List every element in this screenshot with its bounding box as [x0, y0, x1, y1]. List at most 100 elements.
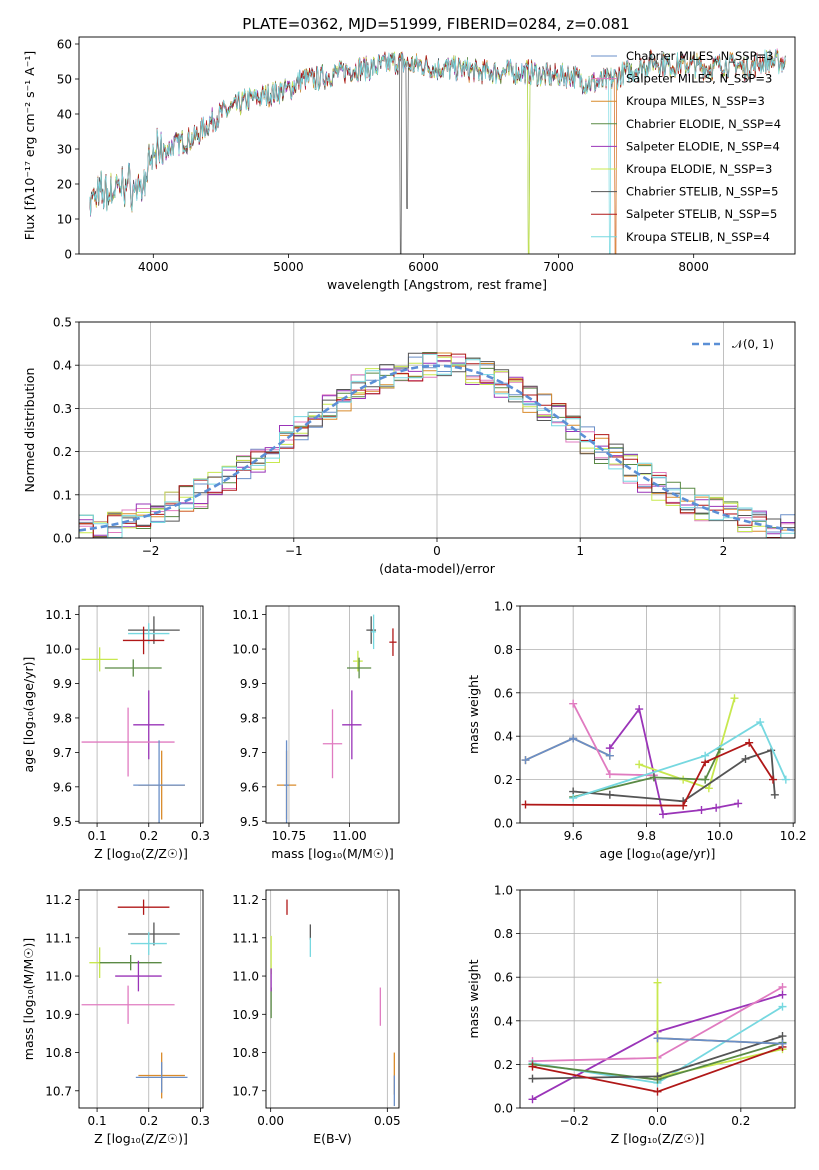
axes-frame: [265, 605, 400, 824]
x-tick-label: 2: [720, 544, 728, 558]
y-tick-label: 0.6: [494, 686, 513, 700]
series-marker: [778, 1032, 787, 1041]
y-tick-label: 0.8: [494, 643, 513, 657]
series-line: [573, 749, 776, 803]
y-tick-label: 11.0: [232, 970, 259, 984]
series-marker: [605, 770, 614, 779]
y-tick-label: 0.2: [494, 773, 513, 787]
x-tick-label: 1: [576, 544, 584, 558]
histogram-line: [79, 353, 795, 538]
x-tick-label: 6000: [408, 260, 439, 274]
series-marker: [569, 794, 578, 803]
series-marker: [712, 803, 721, 812]
x-tick-label: 10.2: [780, 829, 807, 843]
y-tick-label: 0.0: [53, 532, 72, 546]
y-tick-label: 10: [57, 213, 72, 227]
series-marker: [635, 760, 644, 769]
y-tick-label: 0.4: [494, 730, 513, 744]
y-tick-label: 0.0: [494, 1102, 513, 1116]
series-marker: [653, 1034, 662, 1043]
x-tick-label: 0.00: [257, 1114, 284, 1128]
x-axis-label: Z [log₁₀(Z/Z☉)]: [611, 1131, 705, 1146]
series-marker: [528, 1062, 537, 1071]
series-marker: [778, 983, 787, 992]
y-tick-label: 0.3: [53, 402, 72, 416]
errorbar-point: [389, 628, 397, 656]
errorbar-point: [99, 955, 162, 971]
panel-7: −0.2 0.0 0.2 0.0 0.2 0.4 0.6 0.8 1.0 Z [log₁₀(Z/Z…: [466, 884, 796, 1146]
x-tick-label: 0.1: [88, 1114, 107, 1128]
x-tick-label: 11.00: [332, 829, 366, 843]
errorbar-point: [81, 647, 118, 672]
x-axis-label: mass [log₁₀(M/M☉)]: [271, 846, 393, 861]
x-tick-label: 0.05: [374, 1114, 401, 1128]
y-tick-label: 0: [64, 248, 72, 262]
legend-label: Chabrier ELODIE, N_SSP=4: [626, 117, 781, 131]
y-tick-label: 10.0: [45, 643, 72, 657]
y-tick-label: 20: [57, 178, 72, 192]
y-axis-label: Normed distribution: [22, 368, 37, 493]
legend-label: 𝒩(0, 1): [732, 337, 774, 351]
panel-4: 9.6 9.8 10.0 10.2 0.0 0.2 0.4 0.6 0.8 1.0 age [log…: [466, 600, 807, 862]
x-axis-label: wavelength [Angstrom, rest frame]: [327, 277, 547, 292]
y-tick-label: 0.1: [53, 488, 72, 502]
errorbar-point: [128, 616, 180, 644]
x-tick-label: −2: [142, 544, 160, 558]
y-tick-label: 10.9: [232, 1008, 259, 1022]
errorbar-point: [284, 740, 289, 823]
errorbar-point: [104, 659, 162, 677]
y-tick-label: 10.7: [232, 1084, 259, 1098]
y-tick-label: 9.7: [240, 746, 259, 760]
series-marker: [778, 1002, 787, 1011]
x-tick-label: 10.75: [272, 829, 306, 843]
y-tick-label: 1.0: [494, 884, 513, 898]
series-marker: [649, 773, 658, 782]
y-tick-label: 0.6: [494, 971, 513, 985]
legend-label: Salpeter MILES, N_SSP=3: [626, 72, 772, 86]
series-line: [572, 748, 721, 798]
y-tick-label: 0.8: [494, 927, 513, 941]
errorbar-point: [322, 709, 343, 779]
y-tick-label: 9.7: [53, 746, 72, 760]
y-tick-label: 9.9: [240, 677, 259, 691]
series-marker: [741, 754, 750, 763]
x-tick-label: 0.3: [191, 1114, 210, 1128]
series-marker: [778, 1039, 787, 1048]
y-tick-label: 11.0: [45, 970, 72, 984]
series-marker: [781, 775, 790, 784]
y-tick-label: 11.2: [232, 893, 259, 907]
axes-frame: [519, 889, 796, 1109]
y-axis-label: mass [log₁₀(M/M☉)]: [21, 938, 36, 1060]
x-tick-label: −0.2: [560, 1114, 589, 1128]
axes-frame: [78, 36, 796, 255]
series-marker: [653, 978, 662, 987]
axes-frame: [265, 889, 400, 1109]
y-axis-label: Flux [fλ10⁻¹⁷ erg cm⁻² s⁻¹ A⁻¹]: [22, 51, 37, 240]
y-tick-label: 60: [57, 38, 72, 52]
x-tick-label: 5000: [273, 260, 304, 274]
panel-3: 10.75 11.00 9.5 9.6 9.7 9.8 9.9 10.0 10.1 mass [l…: [232, 605, 400, 861]
panel-1: −2 −1 0 1 2 0.0 0.1 0.2 0.3 0.4 0.5 (data-model)/er…: [22, 316, 796, 576]
errorbar-point: [130, 932, 167, 956]
legend-label: Salpeter STELIB, N_SSP=5: [626, 207, 777, 221]
x-tick-label: 0: [433, 544, 441, 558]
series-marker: [635, 705, 644, 714]
x-tick-label: 0.2: [139, 829, 158, 843]
series-line: [638, 697, 736, 790]
errorbar-point: [135, 1062, 188, 1093]
errorbar-point: [133, 740, 185, 823]
y-tick-label: 11.1: [232, 931, 259, 945]
errorbar-point: [371, 614, 377, 650]
y-tick-label: 10.1: [45, 608, 72, 622]
legend-label: Salpeter ELODIE, N_SSP=4: [626, 139, 780, 153]
y-tick-label: 11.2: [45, 893, 72, 907]
x-axis-label: (data-model)/error: [379, 561, 496, 576]
series-marker: [778, 990, 787, 999]
series-marker: [521, 800, 530, 809]
errorbar-point: [117, 899, 170, 915]
errorbar-point: [115, 960, 162, 992]
x-tick-label: 0.0: [648, 1114, 667, 1128]
series-marker: [569, 699, 578, 708]
panel-6: 0.00 0.05 10.7 10.8 10.9 11.0 11.1 11.2 E(B-V): [232, 889, 401, 1146]
errorbar-point: [81, 985, 175, 1024]
